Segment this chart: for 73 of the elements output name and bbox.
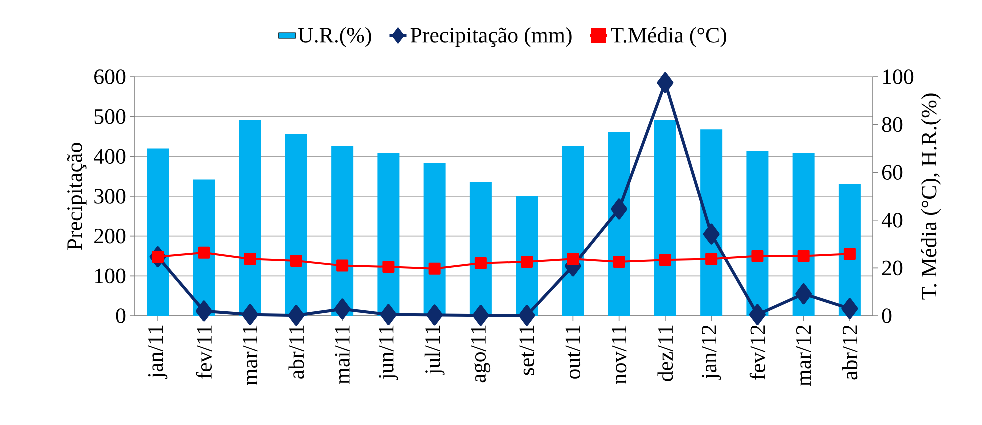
- x-tick-label: dez/11: [658, 326, 674, 382]
- point: [659, 254, 672, 266]
- bar: [562, 146, 584, 316]
- legend-label: U.R.(%): [298, 27, 372, 48]
- x-tick-label: mar/11: [242, 326, 258, 386]
- y-tick-label: 0: [116, 308, 126, 324]
- legend-label: T.Média (°C): [611, 27, 726, 48]
- x-tick-label: ago/11: [471, 326, 491, 383]
- y2-tick-label: 100: [883, 70, 914, 84]
- point: [706, 253, 718, 266]
- point: [382, 261, 395, 274]
- point: [426, 304, 444, 326]
- point: [288, 305, 305, 326]
- bar: [147, 148, 170, 316]
- point: [152, 250, 164, 263]
- y-axis-title: Precipitação: [67, 143, 87, 250]
- x-tick-label: nov/11: [612, 326, 627, 384]
- point: [613, 256, 626, 268]
- y2-tick-label: 60: [882, 165, 903, 180]
- point: [842, 298, 858, 320]
- point: [611, 198, 628, 220]
- point: [474, 257, 487, 270]
- point: [196, 300, 212, 322]
- y-tick-label: 300: [94, 189, 126, 204]
- bar: [285, 134, 308, 316]
- y2-axis-title: T. Média (°C), H.R.(%): [921, 94, 942, 300]
- legend-label: Precipitação (mm): [410, 27, 572, 48]
- y2-tick-label: 20: [882, 260, 903, 276]
- y2-tick-label: 0: [882, 308, 892, 324]
- x-tick-label: mar/12: [796, 326, 812, 386]
- bar: [239, 120, 262, 316]
- y2-tick-label: 80: [882, 117, 903, 132]
- x-tick-label: set/11: [520, 326, 534, 376]
- x-tick-label: abr/12: [842, 326, 858, 380]
- point: [796, 284, 812, 305]
- x-tick-label: mai/11: [335, 326, 350, 384]
- point: [567, 253, 580, 266]
- point: [798, 250, 810, 262]
- point: [472, 305, 490, 326]
- point: [703, 224, 720, 245]
- point: [198, 246, 210, 259]
- bar: [654, 120, 676, 316]
- y2-tick-label: 40: [882, 213, 903, 228]
- x-tick-label: fev/12: [750, 326, 766, 380]
- y-tick-label: 200: [94, 228, 126, 244]
- y-tick-label: 100: [96, 268, 126, 284]
- bar: [424, 163, 446, 316]
- point: [518, 305, 536, 326]
- x-tick-label: jul/11: [424, 326, 445, 376]
- point: [844, 248, 856, 260]
- x-tick-label: abr/11: [288, 326, 304, 379]
- point: [521, 256, 534, 268]
- bar: [378, 153, 400, 316]
- point: [428, 262, 441, 275]
- point: [242, 304, 259, 326]
- point: [657, 72, 674, 94]
- point: [752, 250, 764, 262]
- x-tick-label: jan/11: [148, 326, 168, 380]
- point: [336, 260, 349, 272]
- point: [334, 298, 351, 320]
- point: [749, 304, 766, 326]
- point: [380, 304, 397, 326]
- x-tick-label: jun/11: [379, 326, 398, 380]
- point: [244, 253, 256, 266]
- y-tick-label: 500: [94, 109, 126, 124]
- y-tick-label: 600: [94, 70, 126, 84]
- y-tick-label: 400: [94, 149, 126, 164]
- point: [290, 255, 302, 268]
- x-tick-label: out/11: [566, 326, 581, 379]
- x-tick-label: jan/12: [702, 326, 722, 380]
- x-tick-label: fev/11: [196, 326, 212, 380]
- bar: [470, 182, 492, 316]
- bar: [332, 146, 354, 316]
